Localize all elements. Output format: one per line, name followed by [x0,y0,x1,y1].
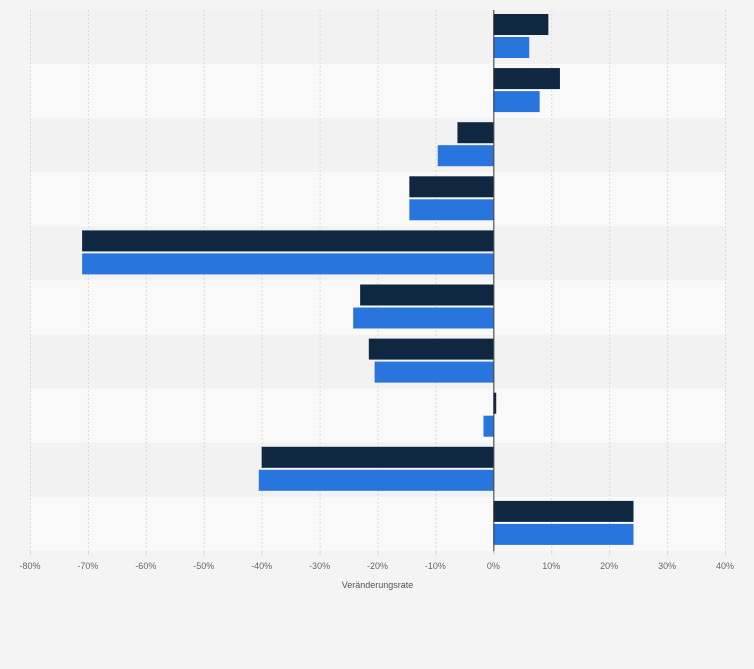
bar-series-2[interactable] [493,523,634,545]
bar-series-1[interactable] [457,122,494,144]
x-tick-label: -30% [309,561,330,571]
x-tick-label: -40% [251,561,272,571]
x-tick-label: 0% [487,561,500,571]
x-tick-label: -50% [193,561,214,571]
x-tick-label: -10% [425,561,446,571]
bar-series-2[interactable] [437,145,494,167]
bar-series-1[interactable] [368,338,494,360]
x-tick-label: -60% [135,561,156,571]
bar-series-2[interactable] [258,469,494,491]
x-axis-ticks: -80% -70% -60% -50% -40% -30% -20% -10% 0% 10% 20%… [19,551,734,571]
bar-series-1[interactable] [493,14,549,35]
bar-series-2[interactable] [409,199,494,221]
bar-series-1[interactable] [409,176,494,198]
bar-series-2[interactable] [493,91,540,113]
bar-series-1[interactable] [82,230,494,252]
bar-series-2[interactable] [493,37,530,58]
bar-series-2[interactable] [374,361,494,383]
x-tick-label: 20% [600,561,618,571]
x-tick-label: -80% [19,561,40,571]
x-axis-title: Veränderungsrate [342,580,414,590]
x-tick-label: 30% [658,561,676,571]
bars [82,14,634,545]
x-tick-label: 10% [542,561,560,571]
bar-series-1[interactable] [493,392,497,414]
bar-series-2[interactable] [483,415,494,437]
bar-series-1[interactable] [360,284,494,306]
bar-series-2[interactable] [353,307,494,329]
bar-series-1[interactable] [493,500,634,522]
bar-series-1[interactable] [261,446,494,468]
bar-series-2[interactable] [82,253,494,275]
x-tick-label: -20% [367,561,388,571]
x-tick-label: 40% [716,561,734,571]
x-tick-label: -70% [77,561,98,571]
bar-series-1[interactable] [493,68,560,90]
